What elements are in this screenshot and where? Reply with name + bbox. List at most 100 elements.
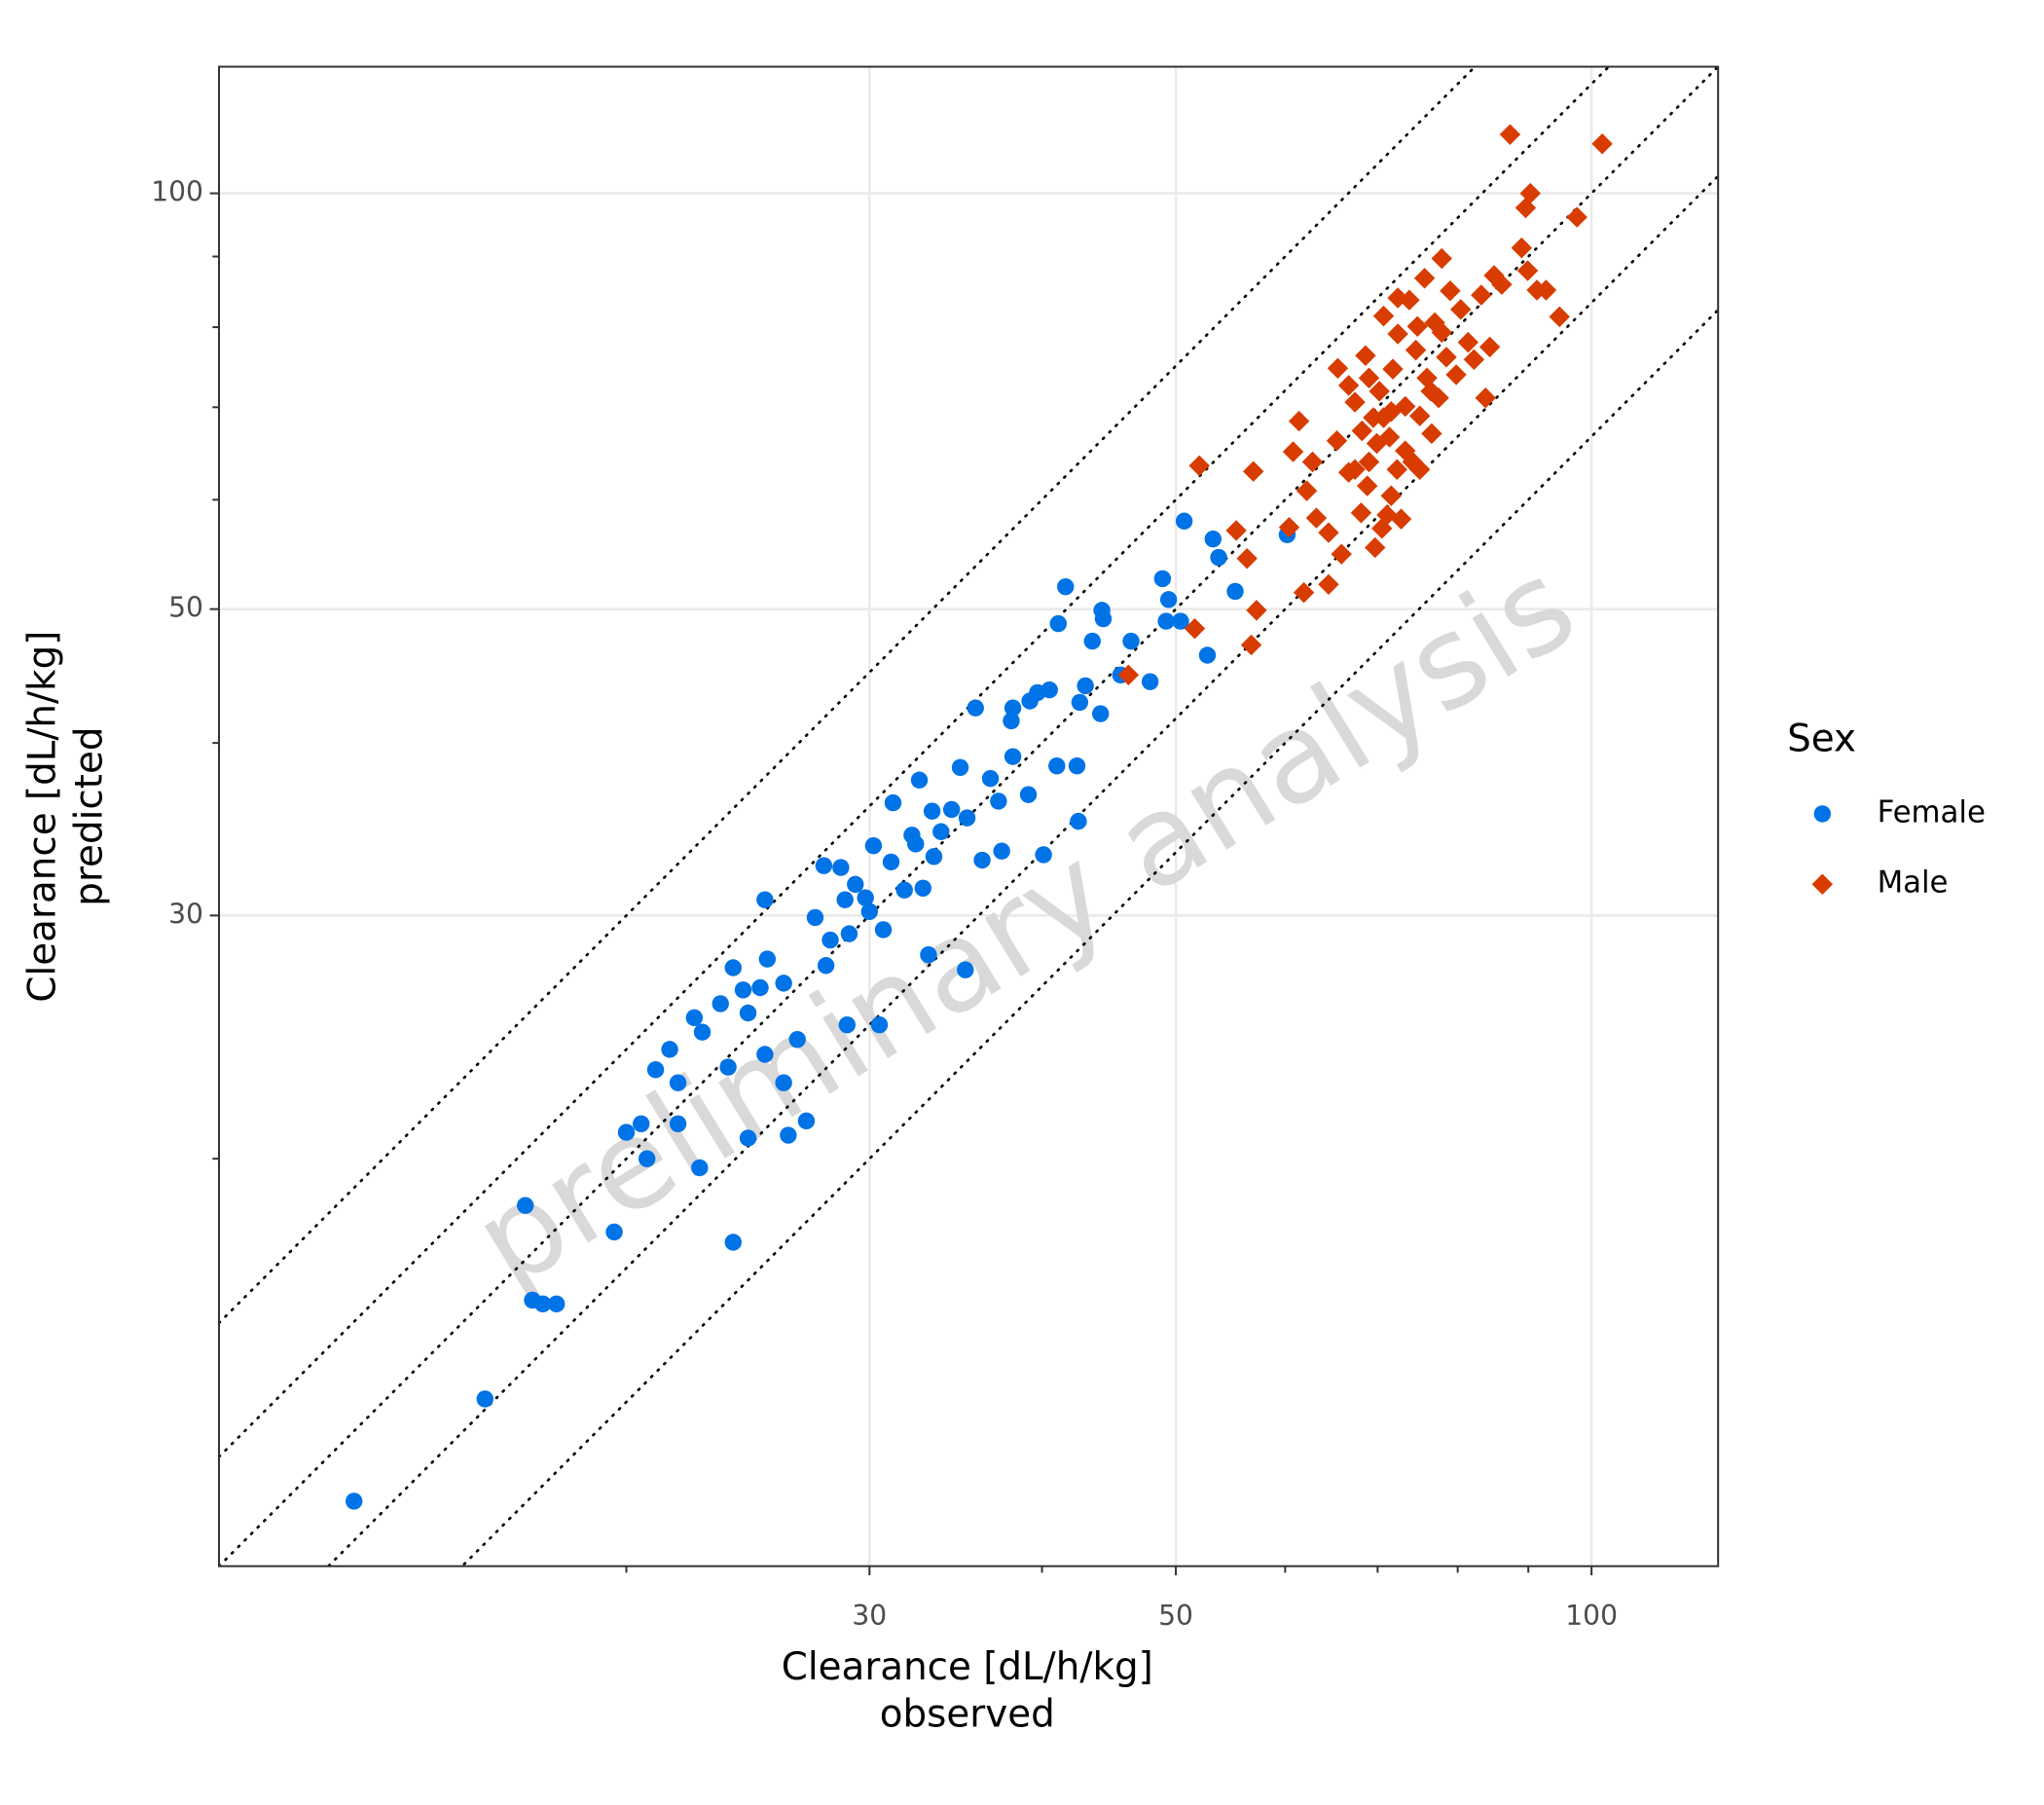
point: [646, 1061, 665, 1079]
point: [788, 1030, 806, 1049]
point: [1301, 451, 1324, 473]
point: [1519, 182, 1541, 204]
point: [1246, 600, 1267, 621]
point: [806, 908, 824, 927]
reference-line: [326, 174, 1719, 1566]
y-tick-label: 100: [151, 176, 203, 208]
point: [1293, 581, 1315, 604]
point: [1117, 664, 1140, 686]
y-axis-title: Clearance [dL/h/kg]: [20, 631, 64, 1003]
point: [617, 1124, 636, 1141]
point: [874, 921, 893, 939]
point: [1288, 410, 1310, 432]
point: [1382, 358, 1404, 380]
point: [1210, 548, 1227, 567]
point: [739, 1129, 757, 1147]
point: [1358, 367, 1380, 388]
legend-title: Sex: [1787, 718, 1856, 761]
point: [1318, 573, 1339, 596]
point: [1070, 812, 1087, 830]
point: [1198, 646, 1217, 664]
point: [1566, 206, 1588, 228]
x-axis-title: observed: [880, 1692, 1055, 1736]
point: [942, 800, 961, 819]
point: [797, 1112, 816, 1130]
point: [1406, 315, 1428, 337]
point: [860, 902, 879, 920]
point: [476, 1390, 493, 1408]
point: [870, 1016, 889, 1034]
point: [1365, 536, 1386, 559]
point: [1357, 475, 1378, 497]
point: [1413, 268, 1436, 289]
point: [1369, 381, 1390, 402]
point: [669, 1115, 687, 1132]
point: [1048, 756, 1066, 775]
point: [840, 925, 858, 942]
point: [1019, 786, 1038, 803]
point: [1471, 284, 1492, 306]
point: [724, 1234, 742, 1251]
point: [821, 931, 839, 949]
y-tick-label: 30: [168, 898, 203, 930]
point: [1327, 357, 1349, 379]
point: [547, 1295, 566, 1313]
point: [1386, 459, 1408, 480]
point: [1057, 577, 1075, 596]
x-tick-label: 100: [1565, 1600, 1618, 1632]
point: [1004, 699, 1022, 717]
point: [951, 758, 969, 776]
point: [1420, 381, 1442, 402]
point: [751, 978, 769, 997]
point: [1358, 451, 1380, 473]
point: [1380, 485, 1403, 506]
grid: [218, 66, 1719, 1566]
point: [1282, 441, 1304, 462]
point: [661, 1041, 678, 1058]
point: [1408, 459, 1431, 480]
point: [1083, 632, 1101, 650]
point: [1175, 512, 1193, 530]
point: [1457, 331, 1479, 353]
point: [1077, 677, 1094, 695]
legend-marker: [1811, 873, 1834, 895]
point: [775, 975, 792, 992]
panel-border: [217, 65, 1720, 1567]
point: [1091, 705, 1110, 722]
point: [1387, 323, 1408, 345]
point: [925, 848, 943, 866]
point: [1240, 634, 1262, 656]
legend-marker: [1813, 805, 1832, 823]
point: [1549, 306, 1570, 328]
point: [817, 957, 835, 975]
point: [1159, 591, 1178, 608]
point: [1040, 681, 1058, 699]
point: [1141, 673, 1159, 690]
point: [910, 771, 929, 789]
point: [1003, 712, 1020, 730]
point: [1372, 305, 1395, 327]
point: [605, 1223, 623, 1241]
point: [1122, 632, 1140, 650]
point: [719, 1058, 737, 1076]
point: [1351, 420, 1373, 442]
point: [1071, 693, 1089, 712]
reference-line: [218, 66, 1478, 1325]
point: [1172, 612, 1189, 630]
point: [832, 859, 850, 876]
point: [1390, 508, 1412, 530]
point: [1337, 375, 1360, 396]
point: [920, 945, 937, 964]
point: [1408, 405, 1431, 426]
point: [1491, 274, 1513, 295]
x-tick-label: 50: [1158, 1600, 1193, 1632]
point: [775, 1074, 792, 1091]
point: [1004, 748, 1022, 765]
point: [669, 1074, 687, 1091]
point: [1049, 614, 1067, 633]
point: [882, 853, 900, 871]
point: [847, 875, 864, 894]
point: [838, 1016, 857, 1034]
y-axis-title: predicted: [67, 727, 111, 906]
